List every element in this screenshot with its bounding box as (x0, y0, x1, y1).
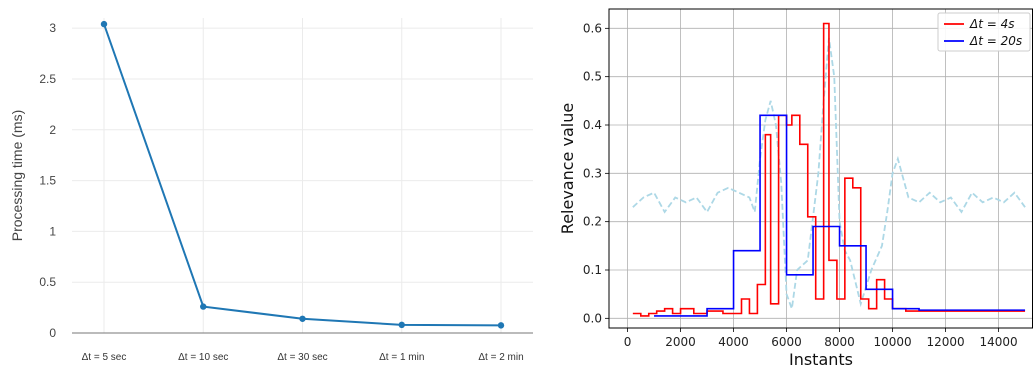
legend-label: Δt = 20s (969, 34, 1022, 48)
y-tick-label: 0.5 (39, 275, 56, 289)
y-axis-label: Relevance value (558, 103, 577, 234)
x-tick-label: Δt = 1 min (379, 352, 424, 363)
x-tick-label: 4000 (718, 335, 749, 349)
y-tick-label: 0.5 (583, 70, 602, 84)
y-tick-label: 2 (49, 123, 56, 137)
x-tick-label: 14000 (979, 335, 1017, 349)
plot-frame (608, 8, 1033, 329)
y-tick-label: 1 (49, 224, 56, 238)
x-tick-label: Δt = 2 min (478, 352, 523, 363)
data-point (497, 322, 505, 329)
y-tick-label: 3 (49, 21, 56, 35)
data-point (100, 20, 108, 28)
data-point (398, 321, 405, 329)
x-tick-label: 6000 (771, 335, 802, 349)
relevance-value-chart: 0.0 0.1 0.2 0.3 0.4 0.5 0.6 0 2000 4000 6000 8000 10… (558, 8, 1033, 369)
x-tick-label: 8000 (824, 335, 855, 349)
series-line-0 (632, 22, 1026, 317)
y-tick-label: 0.3 (583, 166, 602, 180)
processing-time-chart: 0 0.5 1 1.5 2 2.5 3 Δt = 5 sec Δt = 10 sec Δt = 3… (9, 18, 533, 363)
y-tick-label: 2.5 (39, 72, 56, 86)
data-point (299, 315, 306, 322)
x-tick-label: Δt = 5 sec (82, 352, 127, 363)
plot-area (632, 22, 1026, 317)
y-tick-label: 0.0 (583, 311, 602, 325)
y-tick-label: 0.2 (583, 215, 602, 229)
data-point (200, 303, 207, 310)
legend-label: Δt = 4s (969, 17, 1014, 31)
x-axis-label: Instants (789, 350, 853, 369)
y-axis-label: Processing time (ms) (9, 110, 25, 241)
x-tick-label: 10000 (873, 335, 911, 349)
x-tick-label: Δt = 10 sec (178, 352, 228, 363)
x-tick-label: 2000 (665, 335, 696, 349)
x-tick-label: 12000 (926, 335, 964, 349)
x-tick-label: Δt = 30 sec (277, 352, 327, 363)
y-tick-label: 0.6 (583, 21, 602, 35)
y-tick-label: 0.4 (583, 118, 602, 132)
legend: Δt = 4s Δt = 20s (937, 12, 1031, 52)
series-line-1 (654, 114, 1026, 317)
x-tick-label: 0 (624, 335, 632, 349)
y-tick-label: 1.5 (39, 174, 56, 188)
y-tick-label: 0.1 (583, 263, 602, 277)
y-tick-label: 0 (49, 326, 56, 340)
